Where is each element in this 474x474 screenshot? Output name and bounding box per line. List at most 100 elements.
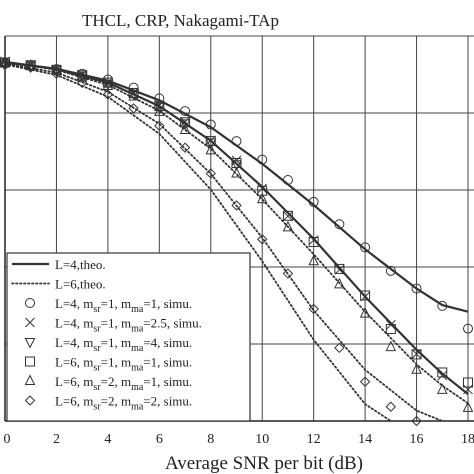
x-axis-label: Average SNR per bit (dB) [165, 453, 363, 474]
marker-diamond [411, 415, 422, 427]
x-tick-label: 16 [410, 432, 424, 447]
marker-circle [180, 106, 191, 117]
x-tick-label: 0 [4, 432, 11, 447]
legend-label: L=6, msr=2, mma=2, simu. [55, 394, 192, 413]
marker-cross [205, 135, 216, 146]
marker-triangle-up [462, 401, 474, 412]
x-tick-label: 6 [156, 432, 163, 447]
marker-square [463, 377, 473, 388]
marker-triangle-up [128, 89, 139, 101]
marker-triangle-up [76, 70, 88, 82]
marker-circle [257, 154, 268, 165]
marker-circle [308, 196, 319, 207]
marker-square [0, 57, 10, 68]
marker-circle [282, 174, 293, 185]
marker-diamond [179, 142, 191, 153]
x-tick-label: 12 [307, 432, 321, 447]
marker-circle [411, 283, 422, 294]
marker-square [411, 349, 422, 360]
marker-diamond [231, 200, 242, 211]
marker-triangle-down [231, 160, 242, 171]
marker-diamond [128, 103, 139, 114]
marker-square [102, 77, 113, 88]
marker-cross [411, 349, 422, 359]
x-tick-labels: 0 2 4 6 8 10 12 14 16 18 [4, 432, 474, 447]
marker-triangle-up [359, 306, 371, 318]
marker-cross [437, 370, 448, 381]
marker-triangle-down [154, 103, 165, 114]
legend: L=4,theo. L=6,theo. L=4, msr=1, mma=1, sim… [6, 252, 251, 422]
marker-diamond [102, 89, 114, 100]
legend-marker-triangle-down [24, 338, 36, 349]
marker-circle [231, 136, 242, 147]
marker-cross [128, 87, 139, 98]
marker-square [257, 185, 268, 196]
marker-triangle-up [51, 64, 62, 75]
x-tick-label: 14 [358, 432, 372, 447]
theory-curve-dotted [4, 63, 392, 422]
marker-diamond [51, 68, 62, 79]
marker-triangle-up [282, 220, 294, 232]
marker-triangle-down [205, 138, 217, 150]
marker-triangle-up [0, 55, 11, 67]
marker-triangle-down [179, 119, 191, 131]
x-tick-label: 10 [255, 432, 269, 447]
marker-cross [334, 264, 345, 275]
chart-title: THCL, CRP, Nakagami-TAp [82, 11, 279, 30]
marker-diamond [385, 401, 397, 412]
marker-diamond [334, 342, 345, 354]
marker-cross [257, 183, 268, 194]
marker-square [308, 236, 319, 247]
marker-cross [463, 384, 473, 395]
legend-label: L=6, msr=2, mma=1, simu. [55, 374, 192, 393]
marker-circle [385, 265, 396, 276]
marker-square [282, 210, 293, 221]
marker-triangle-up [436, 383, 448, 394]
legend-label: L=6, msr=1, mma=1, simu. [55, 355, 192, 374]
marker-triangle-up [385, 340, 397, 352]
marker-triangle-up [308, 254, 319, 266]
marker-triangle-up [231, 166, 242, 178]
theory-curve-dotted [4, 60, 469, 405]
marker-square [334, 263, 345, 274]
marker-circle [334, 219, 345, 230]
marker-diamond [308, 303, 319, 315]
marker-square [437, 367, 448, 378]
legend-label: L=6,theo. [55, 277, 106, 292]
x-tick-label: 2 [53, 432, 60, 447]
legend-marker-triangle-up [24, 374, 36, 385]
legend-label: L=4, msr=1, mma=2.5, simu. [55, 316, 202, 335]
x-tick-label: 18 [461, 432, 474, 447]
marker-circle [437, 300, 448, 311]
marker-cross [283, 211, 293, 222]
marker-triangle-up [256, 192, 268, 204]
marker-cross [180, 117, 190, 127]
marker-circle [463, 323, 473, 334]
simulation-markers [0, 55, 474, 427]
marker-diamond [154, 120, 165, 131]
marker-circle [360, 242, 371, 253]
theory-curve-solid [4, 60, 469, 395]
marker-diamond [359, 376, 371, 387]
legend-marker-diamond [24, 395, 36, 406]
marker-square [128, 87, 139, 98]
marker-triangle-up [205, 143, 217, 155]
marker-diamond [205, 168, 216, 179]
marker-diamond [25, 62, 36, 73]
legend-marker-square [25, 356, 35, 367]
legend-label: L=4, msr=1, mma=4, simu. [55, 335, 192, 354]
marker-square [77, 70, 88, 81]
legend-marker-circle [25, 298, 35, 308]
marker-square [180, 117, 191, 128]
legend-box [6, 252, 251, 422]
marker-triangle-up [411, 363, 422, 374]
marker-triangle-up [179, 123, 191, 134]
marker-diamond [0, 59, 11, 71]
x-tick-label: 8 [207, 432, 214, 447]
legend-marker-cross [25, 317, 35, 328]
marker-triangle-up [334, 277, 345, 289]
marker-circle [154, 93, 165, 104]
legend-label: L=4, msr=1, mma=1, simu. [55, 296, 192, 315]
legend-label: L=4,theo. [55, 257, 106, 272]
marker-triangle-up [154, 105, 165, 116]
